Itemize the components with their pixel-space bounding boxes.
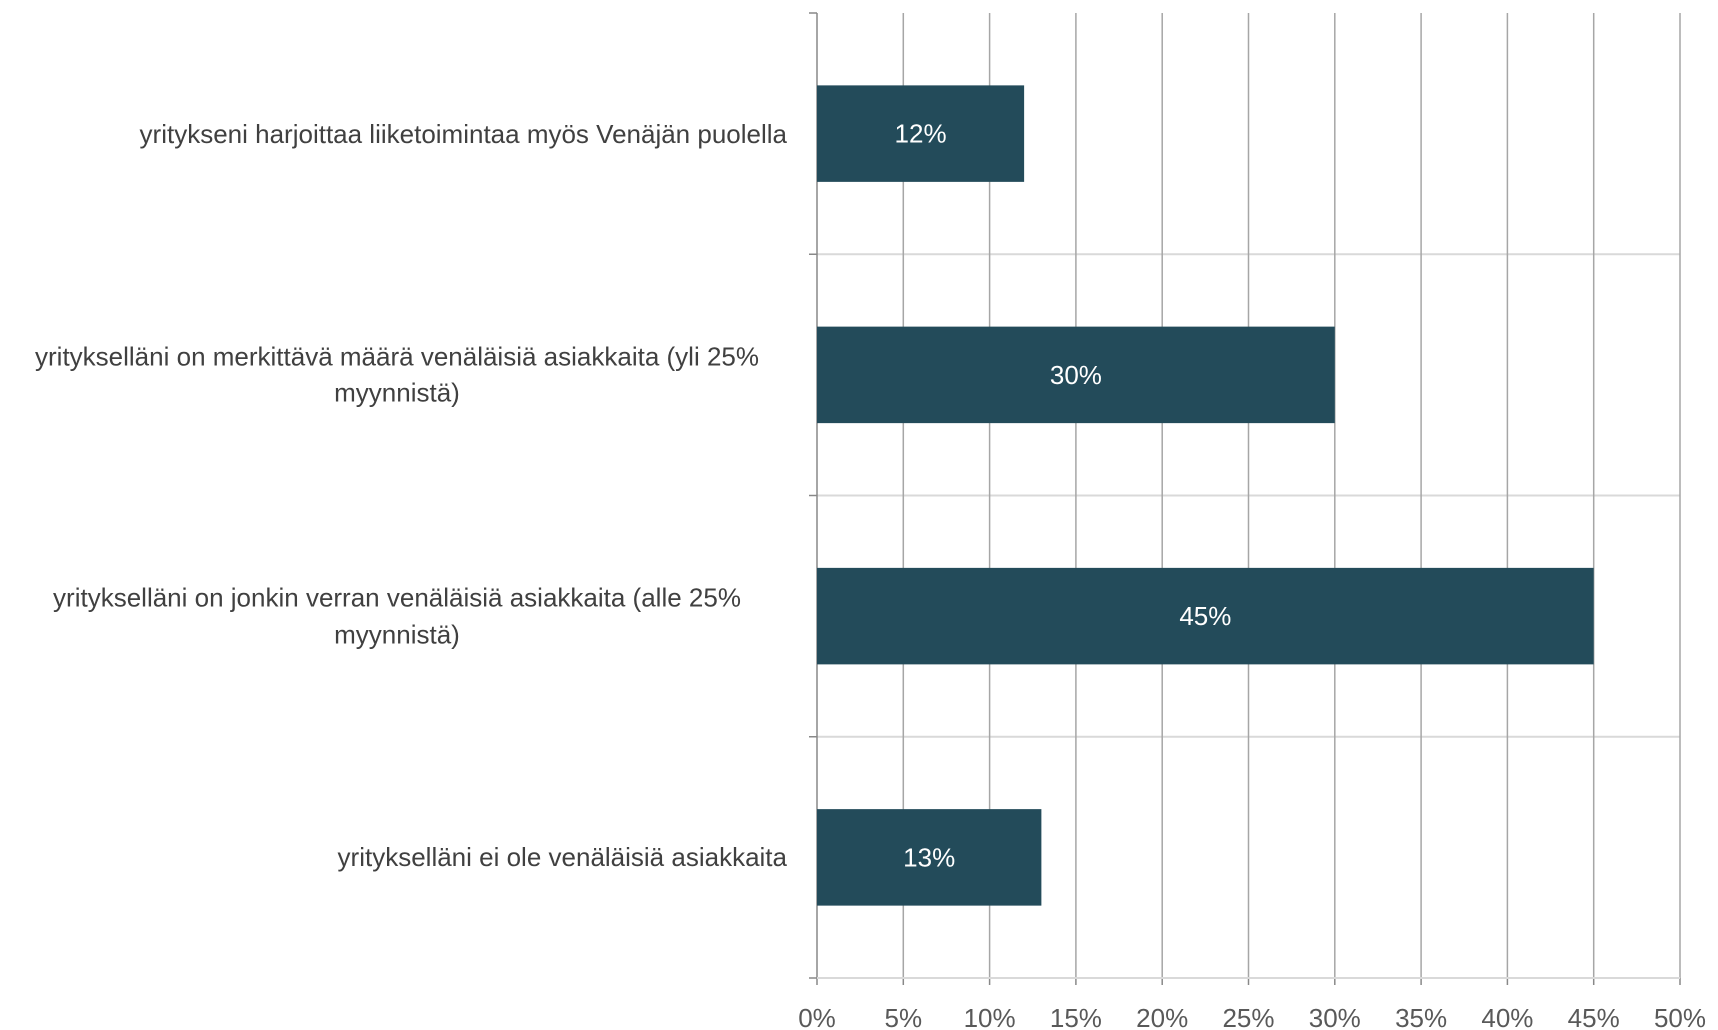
category-label-row: yritykselläni ei ole venäläisiä asiakkai…	[0, 839, 787, 875]
category-label-row: yritykseni harjoittaa liiketoimintaa myö…	[0, 115, 787, 151]
x-tick-label: 15%	[1050, 1003, 1102, 1030]
category-label-row: yritykselläni on jonkin verran venäläisi…	[0, 580, 787, 653]
category-label: yritykselläni ei ole venäläisiä asiakkai…	[337, 842, 787, 873]
bar	[817, 326, 1335, 424]
x-tick-label: 30%	[1309, 1003, 1361, 1030]
bar	[817, 85, 1025, 182]
category-label: yritykselläni on merkittävä määrä venälä…	[35, 341, 759, 408]
x-tick-label: 50%	[1654, 1003, 1706, 1030]
category-label-row: yritykselläni on merkittävä määrä venälä…	[0, 338, 787, 411]
data-label: 12%	[895, 119, 947, 149]
data-label: 45%	[1179, 601, 1231, 631]
x-tick-label: 40%	[1481, 1003, 1533, 1030]
data-label: 13%	[903, 842, 955, 872]
x-tick-label: 25%	[1222, 1003, 1274, 1030]
x-tick-label: 10%	[964, 1003, 1016, 1030]
x-tick-label: 5%	[885, 1003, 923, 1030]
x-tick-label: 35%	[1395, 1003, 1447, 1030]
category-label: yritykseni harjoittaa liiketoimintaa myö…	[139, 118, 787, 149]
x-tick-label: 0%	[798, 1003, 836, 1030]
x-tick-label: 45%	[1568, 1003, 1620, 1030]
bar	[817, 567, 1594, 665]
category-label: yritykselläni on jonkin verran venäläisi…	[53, 582, 741, 650]
data-label: 30%	[1050, 360, 1102, 390]
x-tick-label: 20%	[1136, 1003, 1188, 1030]
bar	[817, 809, 1042, 906]
